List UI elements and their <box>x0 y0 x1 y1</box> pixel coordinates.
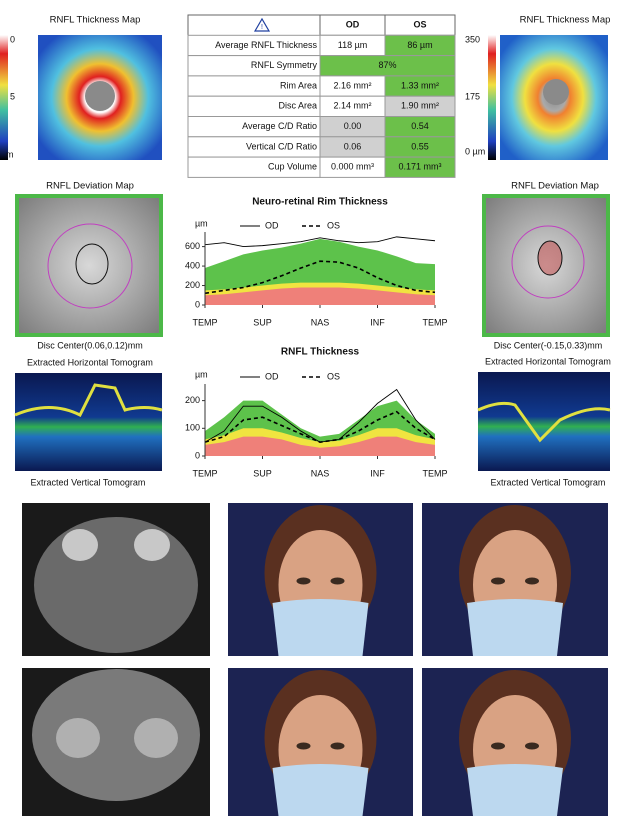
disc-center: Disc Center(0.06,0.12)mm <box>37 340 143 350</box>
map-title: RNFL Deviation Map <box>511 181 599 192</box>
mask <box>273 764 369 816</box>
eye <box>297 743 311 750</box>
scale-label: 5 <box>10 91 15 101</box>
legend-label: OD <box>265 220 279 230</box>
eye <box>331 578 345 585</box>
y-tick-label: 0 <box>195 450 200 460</box>
mask <box>467 764 563 816</box>
x-tick-label: SUP <box>253 468 272 478</box>
mask <box>273 599 369 656</box>
mri-anatomy <box>56 718 100 758</box>
disc-center: Disc Center(-0.15,0.33)mm <box>494 340 603 350</box>
value: 1.90 mm² <box>401 101 439 111</box>
mri-anatomy <box>34 517 198 653</box>
eye <box>491 578 505 585</box>
value: 0.55 <box>411 141 429 151</box>
y-axis-label: µm <box>195 218 208 228</box>
value: 0.00 <box>344 121 362 131</box>
chart-title: Neuro-retinal Rim Thickness <box>252 197 388 208</box>
tomogram-label: Extracted Horizontal Tomogram <box>485 356 611 366</box>
row-label: Cup Volume <box>268 162 317 172</box>
header-label: OS <box>413 20 426 30</box>
x-tick-label: TEMP <box>422 468 447 478</box>
y-tick-label: 200 <box>185 280 200 290</box>
scale-label: 175 <box>465 91 480 101</box>
value: 0.171 mm³ <box>398 162 441 172</box>
optic-disc <box>85 81 115 111</box>
color-scale <box>0 35 8 160</box>
tomogram <box>15 373 162 471</box>
x-tick-label: TEMP <box>192 468 217 478</box>
figure: RNFL Thickness Map 0 5 m RNFL Thickness … <box>0 0 621 816</box>
row-label: Average C/D Ratio <box>242 121 317 131</box>
legend-label: OS <box>327 220 340 230</box>
eye <box>525 743 539 750</box>
x-tick-label: TEMP <box>192 317 217 327</box>
value: 87% <box>378 60 396 70</box>
map-title: RNFL Thickness Map <box>50 15 141 26</box>
tomogram-label: Extracted Vertical Tomogram <box>491 477 606 487</box>
y-tick-label: 600 <box>185 241 200 251</box>
warning-icon-mark: ! <box>261 24 263 31</box>
value: 2.14 mm² <box>333 101 371 111</box>
tomogram <box>478 372 610 471</box>
legend-label: OD <box>265 371 279 381</box>
row-label: RNFL Symmetry <box>251 60 318 70</box>
scale-label: 0 <box>10 34 15 44</box>
scale-label: m <box>6 149 14 159</box>
parameter-table: ! OD OS Average RNFL Thickness 118 µm 86 µm R… <box>188 15 455 177</box>
mri-anatomy <box>134 718 178 758</box>
scale-label: 0 µm <box>465 146 485 156</box>
value: 1.33 mm² <box>401 80 439 90</box>
y-tick-label: 200 <box>185 395 200 405</box>
mri-anatomy <box>62 529 98 561</box>
row-label: Rim Area <box>280 80 317 90</box>
tomogram-label: Extracted Vertical Tomogram <box>31 477 146 487</box>
legend-label: OS <box>327 371 340 381</box>
x-tick-label: TEMP <box>422 317 447 327</box>
disc-outline <box>538 241 562 275</box>
value: 2.16 mm² <box>333 80 371 90</box>
eye <box>297 578 311 585</box>
row-label: Disc Area <box>278 101 317 111</box>
y-tick-label: 400 <box>185 260 200 270</box>
header-label: OD <box>346 20 360 30</box>
value: 0.000 mm³ <box>331 162 374 172</box>
value: 86 µm <box>407 40 432 50</box>
value: 0.54 <box>411 121 429 131</box>
row-label: Vertical C/D Ratio <box>246 141 317 151</box>
x-tick-label: SUP <box>253 317 272 327</box>
map-title: RNFL Thickness Map <box>520 15 611 26</box>
scale-label: 350 <box>465 34 480 44</box>
deviation-map <box>17 196 161 335</box>
color-scale <box>488 35 496 160</box>
x-tick-label: NAS <box>311 317 330 327</box>
y-tick-label: 0 <box>195 299 200 309</box>
value: 118 µm <box>338 40 368 50</box>
optic-disc <box>543 79 569 105</box>
chart-title: RNFL Thickness <box>281 347 360 358</box>
y-axis-label: µm <box>195 369 208 379</box>
mri-anatomy <box>134 529 170 561</box>
x-tick-label: INF <box>370 317 385 327</box>
y-tick-label: 100 <box>185 423 200 433</box>
tomogram-label: Extracted Horizontal Tomogram <box>27 357 153 367</box>
eye <box>525 578 539 585</box>
mask <box>467 599 563 656</box>
x-tick-label: NAS <box>311 468 330 478</box>
eye <box>331 743 345 750</box>
map-title: RNFL Deviation Map <box>46 181 134 192</box>
value: 0.06 <box>344 141 362 151</box>
row-label: Average RNFL Thickness <box>215 40 317 50</box>
x-tick-label: INF <box>370 468 385 478</box>
eye <box>491 743 505 750</box>
